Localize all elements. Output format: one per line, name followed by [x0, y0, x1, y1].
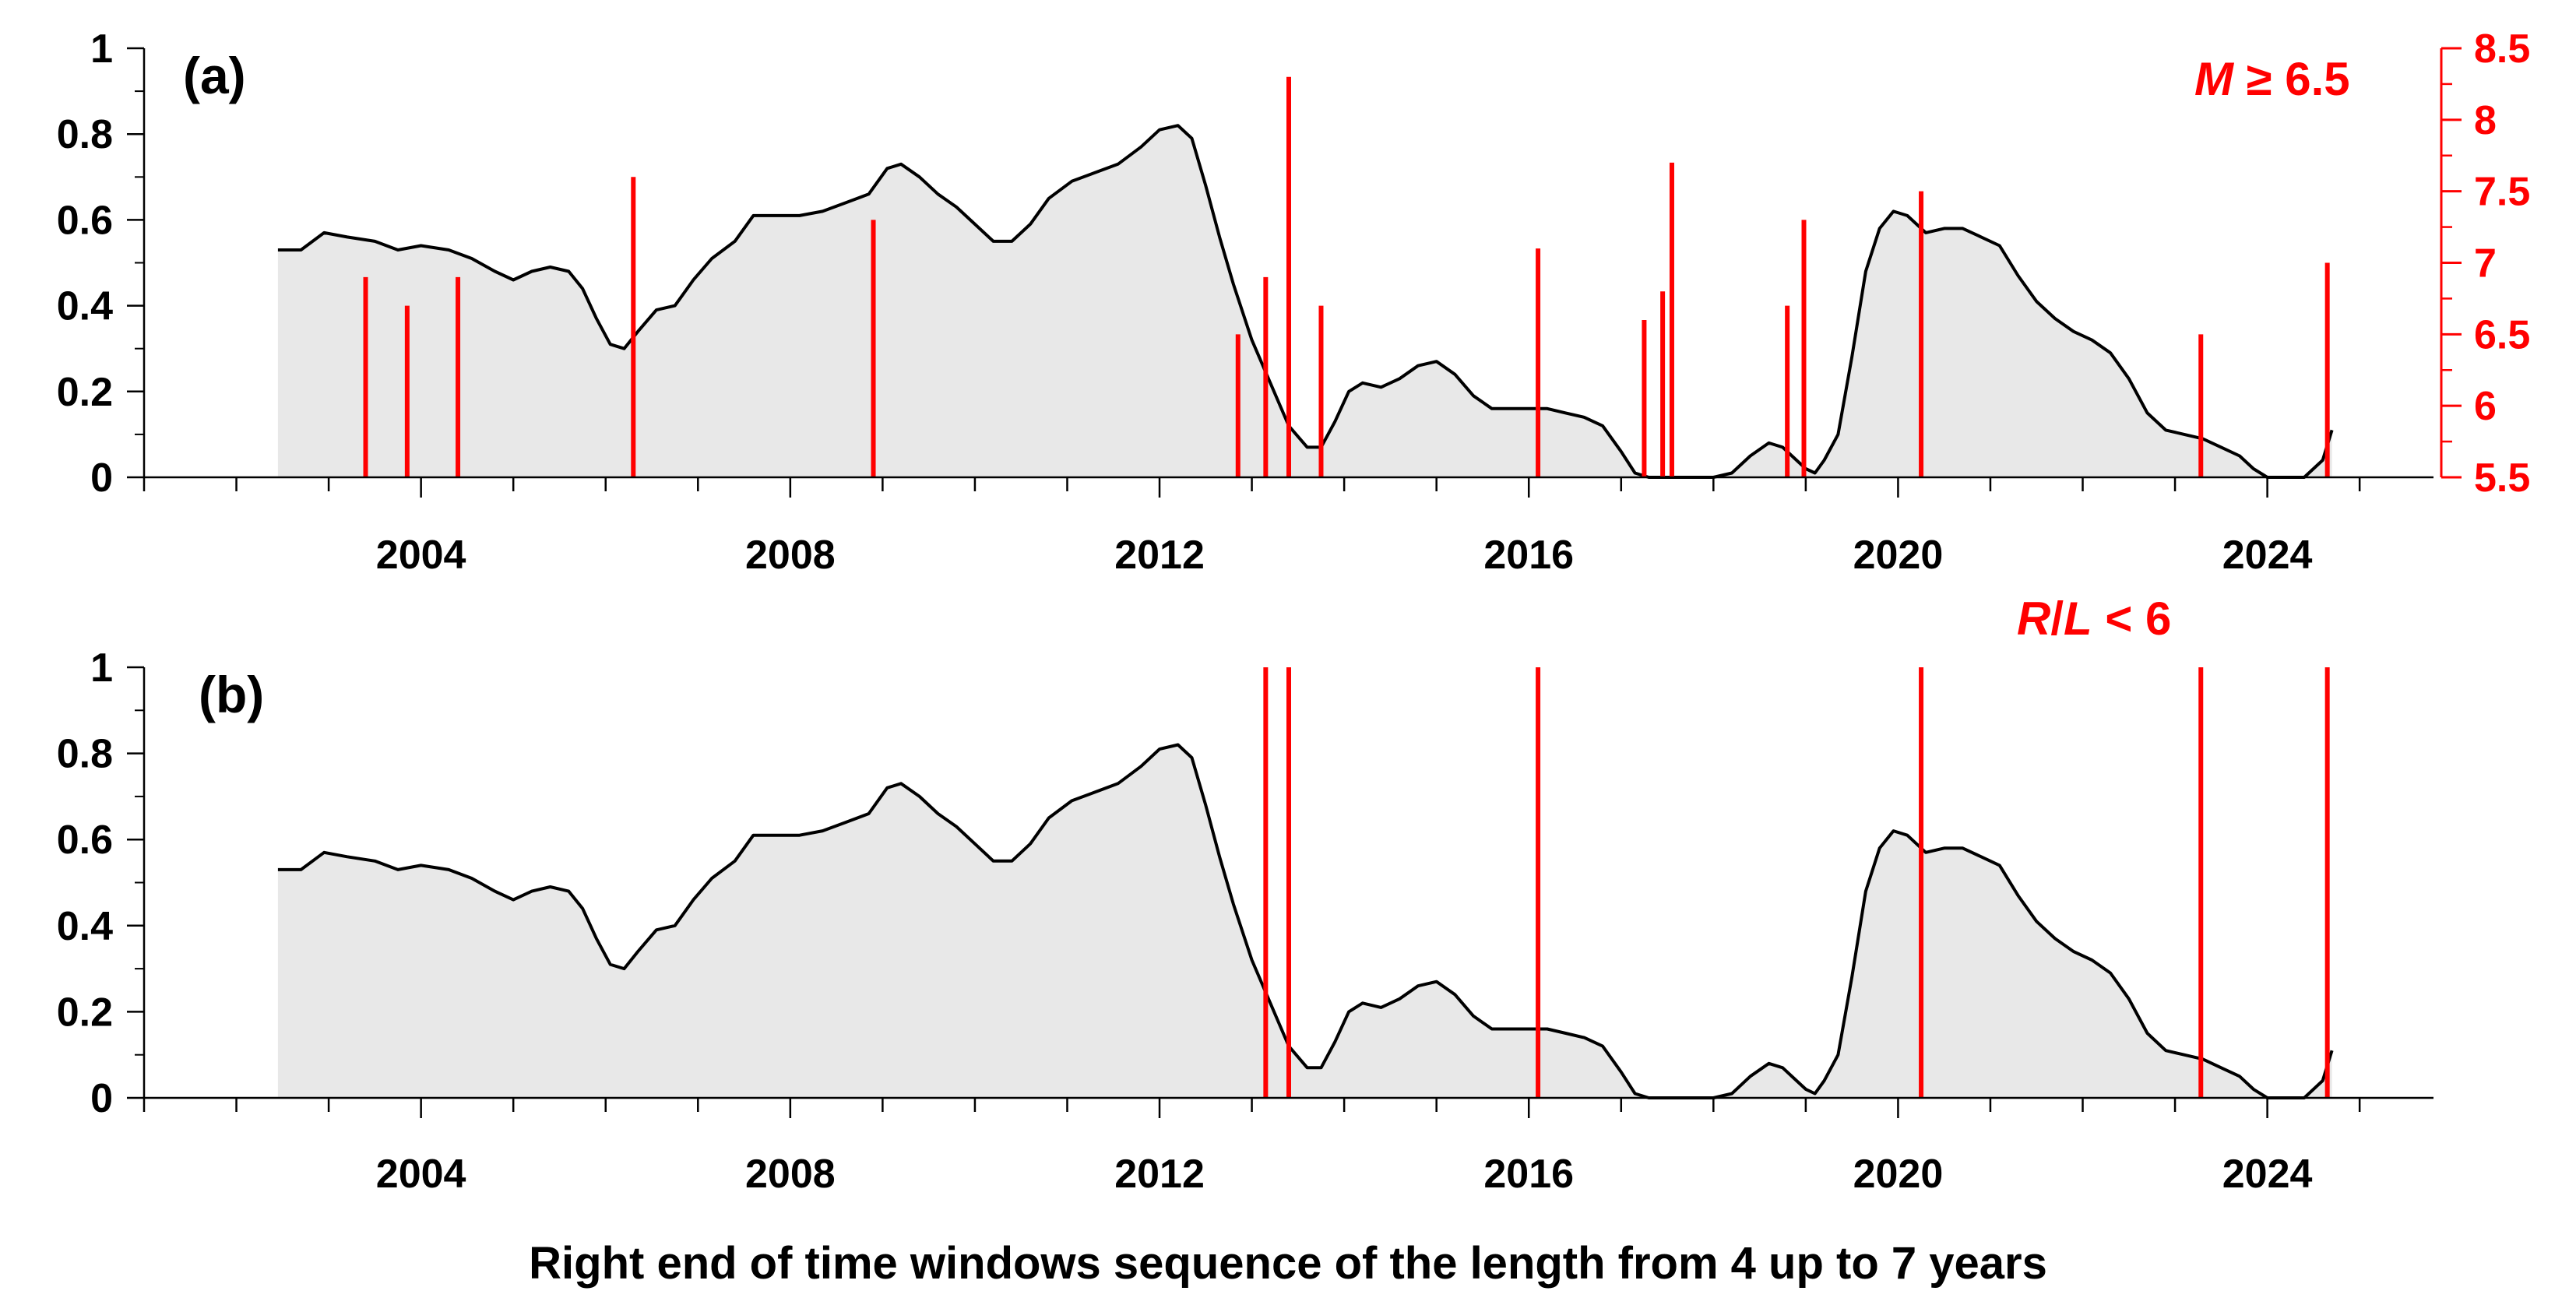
panel-b: 0 0.2 0.4 0.6 0.8 1 2004 2008 2012 2016 2020 2024 (… — [57, 593, 2433, 1197]
x-tick-label: 2004 — [376, 1152, 466, 1197]
x-tick-label: 2020 — [1853, 1152, 1944, 1197]
area-fill — [277, 125, 2332, 477]
y2-tick-label: 6 — [2474, 384, 2497, 429]
x-tick-label: 2024 — [2222, 1152, 2313, 1197]
y2-tick-label: 8 — [2474, 98, 2497, 143]
series-line-b — [277, 743, 2334, 1099]
y-tick-label: 0.4 — [57, 904, 113, 949]
y2-tick-label: 6.5 — [2474, 312, 2530, 357]
y-tick-label: 1 — [90, 26, 113, 72]
y-tick-label: 0 — [90, 1076, 113, 1121]
axes-b: 0 0.2 0.4 0.6 0.8 1 2004 2008 2012 2016 2020 2024 — [57, 645, 2433, 1197]
x-axis-title: Right end of time windows sequence of th… — [529, 1238, 2047, 1289]
series-line-a — [277, 124, 2334, 479]
area-fill-a — [277, 125, 2332, 477]
event-lines-a — [363, 76, 2330, 477]
x-tick-label: 2004 — [376, 533, 466, 578]
series-line — [277, 743, 2334, 1099]
x-tick-label: 2012 — [1114, 1152, 1205, 1197]
annotation-rl-ratio: R/L < 6 — [2017, 593, 2171, 645]
y-tick-label: 0.2 — [57, 370, 113, 415]
area-fill-b — [277, 744, 2332, 1098]
panel-a: 0 0.2 0.4 0.6 0.8 1 2004 2008 2012 2016 2020 2024 5.… — [57, 26, 2531, 578]
x-tick-label: 2020 — [1853, 533, 1944, 578]
y2-tick-label: 7 — [2474, 241, 2497, 287]
y2-tick-label: 8.5 — [2474, 26, 2530, 72]
event-lines-b — [1263, 667, 2330, 1098]
panel-label-b: (b) — [199, 666, 264, 723]
y-tick-label: 0.8 — [57, 112, 113, 157]
x-tick-label: 2016 — [1483, 533, 1574, 578]
panel-label-a: (a) — [183, 47, 246, 104]
annotation-magnitude: M ≥ 6.5 — [2194, 53, 2350, 105]
x-tick-label: 2008 — [745, 1152, 836, 1197]
y-tick-label: 0.8 — [57, 732, 113, 777]
y2-tick-label: 5.5 — [2474, 456, 2530, 501]
y-tick-label: 0 — [90, 456, 113, 501]
x-tick-label: 2008 — [745, 533, 836, 578]
y2-tick-label: 7.5 — [2474, 170, 2530, 215]
x-tick-label: 2024 — [2222, 533, 2313, 578]
y-tick-label: 0.6 — [57, 198, 113, 243]
y-tick-label: 1 — [90, 645, 113, 691]
x-tick-label: 2016 — [1483, 1152, 1574, 1197]
y-tick-label: 0.2 — [57, 990, 113, 1035]
x-tick-label: 2012 — [1114, 533, 1205, 578]
series-line — [277, 124, 2334, 479]
y-tick-label: 0.4 — [57, 284, 113, 329]
y-tick-label: 0.6 — [57, 818, 113, 863]
area-fill — [277, 744, 2332, 1098]
axes-a: 0 0.2 0.4 0.6 0.8 1 2004 2008 2012 2016 2020 2024 5.… — [57, 26, 2531, 578]
